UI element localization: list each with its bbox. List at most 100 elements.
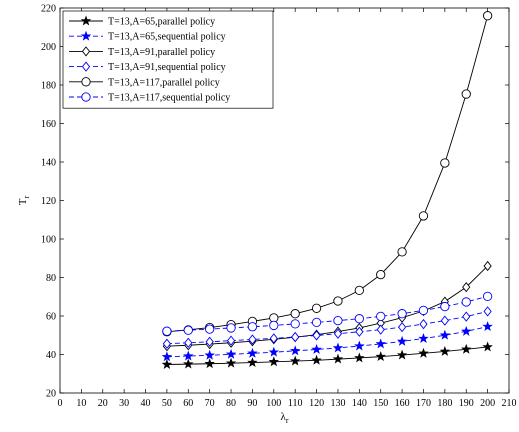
legend-entry: T=13,A=65,sequential policy — [69, 30, 226, 43]
data-point — [161, 359, 173, 369]
data-point — [462, 311, 471, 322]
data-point — [225, 348, 237, 359]
data-point — [289, 355, 301, 366]
data-point — [247, 322, 258, 332]
data-point — [248, 334, 257, 345]
data-point — [376, 311, 386, 322]
series-line — [166, 346, 488, 365]
data-point — [376, 324, 385, 335]
y-tick-label: 100 — [41, 235, 56, 246]
data-point — [311, 354, 322, 365]
x-tick-label: 80 — [226, 398, 236, 409]
data-point — [419, 318, 428, 330]
data-point — [418, 333, 429, 343]
y-tick-label: 180 — [41, 81, 56, 92]
data-point — [397, 322, 407, 333]
x-tick-label: 70 — [205, 398, 215, 409]
data-point — [226, 335, 236, 346]
data-point — [354, 285, 364, 296]
series-line — [166, 295, 488, 332]
y-axis-label: Tr — [17, 195, 31, 205]
x-tick-label: 180 — [437, 398, 452, 409]
data-point — [376, 269, 386, 280]
series-line — [166, 326, 488, 358]
data-point — [461, 325, 472, 336]
y-tick-label: 60 — [46, 312, 56, 323]
y-tick-label: 120 — [41, 196, 56, 207]
data-point — [482, 341, 493, 352]
y-tick-label: 160 — [41, 119, 56, 130]
legend-label: T=13,A=117,sequential policy — [108, 93, 230, 104]
x-tick-label: 110 — [288, 398, 303, 409]
data-point — [311, 303, 322, 313]
data-point — [333, 315, 343, 326]
data-point — [355, 326, 364, 337]
data-point — [482, 321, 493, 332]
x-tick-label: 150 — [373, 398, 388, 409]
series-2 — [161, 321, 493, 362]
data-point — [205, 336, 214, 347]
legend-entry: T=13,A=117,sequential policy — [69, 92, 230, 104]
legend-marker — [81, 77, 91, 87]
legend-box — [62, 10, 274, 109]
legend-label: T=13,A=91,sequential policy — [108, 62, 226, 73]
data-point — [440, 315, 449, 326]
data-point — [439, 345, 451, 356]
x-tick-label: 40 — [141, 398, 151, 409]
x-tick-label: 170 — [416, 398, 431, 409]
y-tick-label: 80 — [46, 273, 56, 284]
axes-layer: 0 10 20 30 40 50 60 70 80 90 100 110 120 130 140 150 160… — [41, 4, 517, 410]
legend-entry: T=13,A=117,parallel policy — [69, 77, 220, 88]
data-point — [204, 358, 215, 369]
data-point — [462, 282, 471, 293]
series-1 — [161, 341, 493, 369]
data-point — [312, 330, 321, 341]
data-point — [375, 351, 386, 362]
legend-label: T=13,A=65,parallel policy — [108, 17, 215, 28]
data-point — [268, 346, 280, 357]
data-point — [354, 340, 365, 351]
legend-marker — [80, 30, 92, 41]
data-point — [418, 211, 429, 221]
data-point — [333, 328, 343, 339]
legend-entry: T=13,A=65,parallel policy — [69, 15, 215, 28]
y-tick-label: 140 — [41, 158, 56, 169]
data-point — [291, 331, 300, 343]
x-tick-label: 160 — [395, 398, 410, 409]
series-4 — [162, 306, 492, 349]
x-tick-label: 210 — [502, 398, 517, 409]
x-tick-label: 50 — [162, 398, 172, 409]
data-point — [161, 351, 173, 362]
legend-entry: T=13,A=91,parallel policy — [69, 46, 215, 58]
data-point — [311, 317, 322, 328]
series-line — [166, 265, 488, 347]
data-point — [354, 352, 365, 363]
data-point — [290, 309, 300, 319]
data-point — [289, 345, 301, 356]
x-tick-label: 140 — [352, 398, 367, 409]
data-point — [396, 349, 408, 360]
data-point — [162, 338, 172, 349]
series-layer — [161, 11, 493, 369]
data-point — [397, 247, 407, 257]
data-point — [332, 342, 344, 353]
legend-label: T=13,A=91,parallel policy — [108, 47, 215, 58]
series-6 — [162, 291, 493, 336]
data-point — [461, 89, 471, 99]
axis-labels: λr Tr — [17, 195, 289, 425]
legend: T=13,A=65,parallel policy T=13,A=65,seque… — [62, 10, 274, 109]
data-point — [205, 324, 215, 334]
x-tick-label: 200 — [480, 398, 495, 409]
legend-label: T=13,A=65,sequential policy — [108, 32, 226, 43]
legend-marker — [81, 46, 91, 57]
y-tick-label: 40 — [46, 350, 56, 361]
x-tick-label: 20 — [98, 398, 108, 409]
x-tick-label: 100 — [266, 398, 281, 409]
legend-marker — [81, 92, 91, 102]
data-point — [461, 297, 471, 307]
data-point — [483, 260, 492, 272]
data-point — [204, 349, 215, 360]
x-tick-label: 130 — [330, 398, 345, 409]
